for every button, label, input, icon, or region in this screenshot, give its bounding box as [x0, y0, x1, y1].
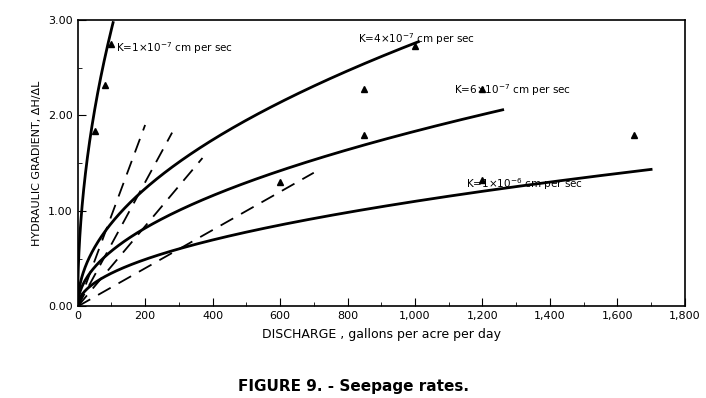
Text: FIGURE 9. - Seepage rates.: FIGURE 9. - Seepage rates.	[237, 379, 469, 394]
X-axis label: DISCHARGE , gallons per acre per day: DISCHARGE , gallons per acre per day	[262, 328, 501, 341]
Text: K=1×10$^{-6}$ cm per sec: K=1×10$^{-6}$ cm per sec	[465, 176, 582, 192]
Text: K=1×10$^{-7}$ cm per sec: K=1×10$^{-7}$ cm per sec	[116, 41, 234, 56]
Text: K=4×10$^{-7}$ cm per sec: K=4×10$^{-7}$ cm per sec	[358, 31, 474, 47]
Text: K=6×10$^{-7}$ cm per sec: K=6×10$^{-7}$ cm per sec	[454, 82, 570, 98]
Y-axis label: HYDRAULIC GRADIENT, ΔH/ΔL: HYDRAULIC GRADIENT, ΔH/ΔL	[32, 80, 42, 246]
